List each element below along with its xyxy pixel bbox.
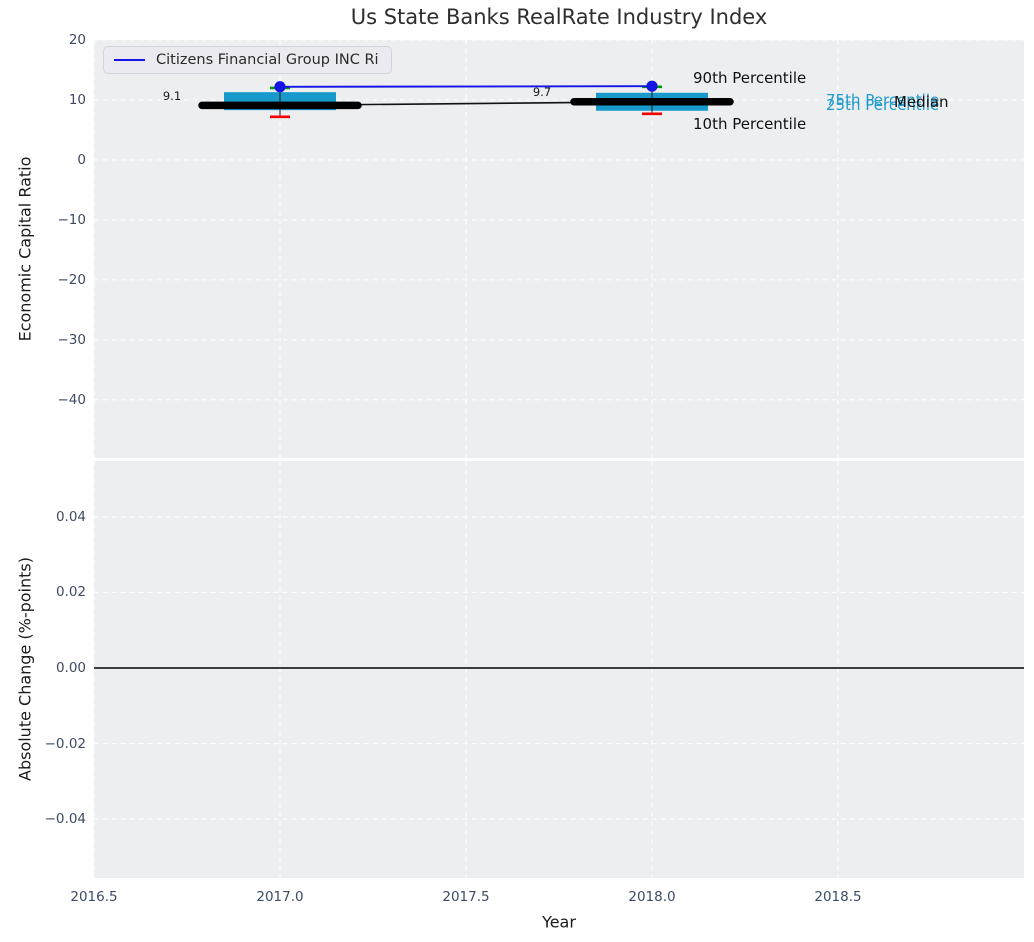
annotation-90th-percentile: 90th Percentile	[693, 69, 807, 87]
legend-label: Citizens Financial Group INC Ri	[156, 52, 379, 68]
y-tick-bottom-0.00: 0.00	[55, 659, 86, 676]
x-tick-2018.5: 2018.5	[814, 889, 862, 905]
annotation-9.1: 9.1	[162, 89, 182, 103]
y-tick-top-0: 0	[77, 151, 86, 168]
legend: Citizens Financial Group INC Ri	[103, 46, 392, 74]
y-tick-top-−30: −30	[57, 331, 87, 348]
y-tick-bottom-−0.02: −0.02	[44, 735, 86, 752]
citizens-line	[279, 85, 653, 88]
y-tick-top-10: 10	[68, 91, 86, 108]
y-tick-bottom-0.02: 0.02	[55, 584, 86, 601]
y-tick-top-20: 20	[68, 32, 86, 48]
y-tick-bottom-−0.04: −0.04	[44, 811, 86, 828]
annotation-9.7: 9.7	[532, 85, 552, 99]
legend-line-icon	[114, 59, 145, 61]
annotation-25th-percentile: 25th Percentile	[826, 95, 940, 114]
bottom-plot-area	[94, 461, 1024, 878]
annotation-median: Median	[894, 93, 949, 111]
citizens-marker-2017	[274, 81, 286, 93]
y-axis-label-top: Economic Capital Ratio	[15, 156, 35, 342]
annotation-10th-percentile: 10th Percentile	[693, 115, 807, 133]
annotation-75th-percentile: 75th Percentile	[826, 91, 940, 109]
y-tick-top-−20: −20	[57, 271, 87, 288]
y-tick-top-−40: −40	[57, 391, 87, 408]
x-tick-2016.5: 2016.5	[70, 889, 118, 905]
y-tick-top-−10: −10	[57, 211, 87, 228]
y-tick-bottom-0.04: 0.04	[55, 508, 86, 525]
citizens-marker-2018	[646, 80, 658, 92]
x-axis-label: Year	[542, 912, 576, 932]
x-tick-2018.0: 2018.0	[628, 889, 676, 905]
chart-title: Us State Banks RealRate Industry Index	[350, 5, 768, 29]
x-tick-2017.5: 2017.5	[442, 889, 490, 905]
x-tick-2017.0: 2017.0	[256, 889, 304, 905]
